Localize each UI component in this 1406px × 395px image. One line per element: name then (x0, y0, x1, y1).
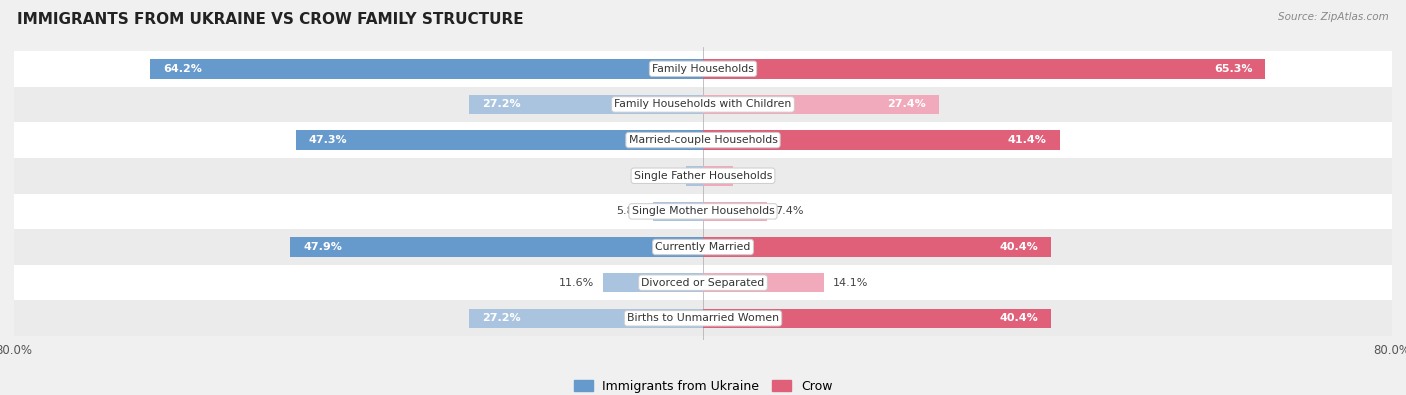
Text: Currently Married: Currently Married (655, 242, 751, 252)
Bar (703, 59, 1265, 79)
Bar (703, 273, 824, 292)
Text: Source: ZipAtlas.com: Source: ZipAtlas.com (1278, 12, 1389, 22)
Text: 3.5%: 3.5% (742, 171, 770, 181)
Text: Births to Unmarried Women: Births to Unmarried Women (627, 313, 779, 324)
Text: 5.8%: 5.8% (616, 206, 644, 216)
Bar (291, 237, 703, 257)
Bar (14, 158, 1392, 194)
Bar (703, 166, 733, 186)
Bar (703, 130, 1060, 150)
Bar (603, 273, 703, 292)
Bar (14, 265, 1392, 301)
Text: 27.2%: 27.2% (482, 100, 520, 109)
Text: 65.3%: 65.3% (1213, 64, 1253, 74)
Bar (14, 122, 1392, 158)
Text: 64.2%: 64.2% (163, 64, 202, 74)
Bar (703, 201, 766, 221)
Text: 27.2%: 27.2% (482, 313, 520, 324)
Bar (468, 308, 703, 328)
Text: Family Households: Family Households (652, 64, 754, 74)
Bar (14, 87, 1392, 122)
Text: IMMIGRANTS FROM UKRAINE VS CROW FAMILY STRUCTURE: IMMIGRANTS FROM UKRAINE VS CROW FAMILY S… (17, 12, 523, 27)
Text: 11.6%: 11.6% (560, 278, 595, 288)
Text: 40.4%: 40.4% (1000, 313, 1038, 324)
Bar (14, 301, 1392, 336)
Bar (468, 95, 703, 114)
Text: 41.4%: 41.4% (1008, 135, 1046, 145)
Legend: Immigrants from Ukraine, Crow: Immigrants from Ukraine, Crow (569, 375, 837, 395)
Text: Divorced or Separated: Divorced or Separated (641, 278, 765, 288)
Bar (686, 166, 703, 186)
Bar (14, 51, 1392, 87)
Bar (14, 194, 1392, 229)
Text: 7.4%: 7.4% (775, 206, 804, 216)
Text: 2.0%: 2.0% (648, 171, 678, 181)
Bar (703, 308, 1050, 328)
Text: Single Father Households: Single Father Households (634, 171, 772, 181)
Text: Single Mother Households: Single Mother Households (631, 206, 775, 216)
Text: 47.9%: 47.9% (304, 242, 342, 252)
Bar (14, 229, 1392, 265)
Text: Married-couple Households: Married-couple Households (628, 135, 778, 145)
Bar (150, 59, 703, 79)
Text: 47.3%: 47.3% (308, 135, 347, 145)
Text: 27.4%: 27.4% (887, 100, 927, 109)
Text: Family Households with Children: Family Households with Children (614, 100, 792, 109)
Bar (652, 201, 703, 221)
Text: 40.4%: 40.4% (1000, 242, 1038, 252)
Bar (295, 130, 703, 150)
Bar (703, 95, 939, 114)
Bar (703, 237, 1050, 257)
Text: 14.1%: 14.1% (832, 278, 869, 288)
